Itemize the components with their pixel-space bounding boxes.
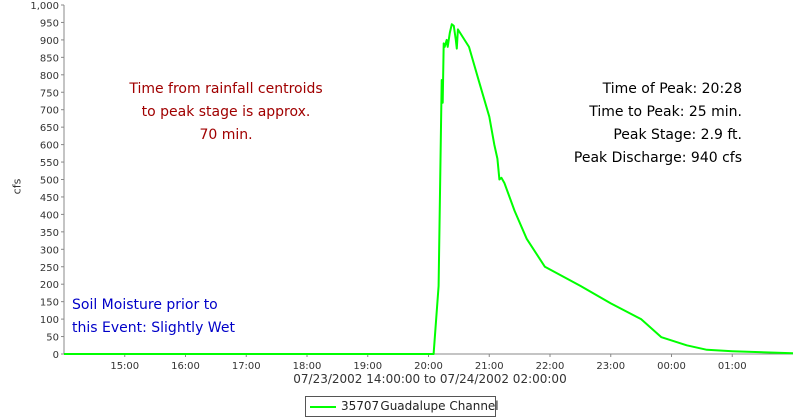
x-tick-label: 23:00 (596, 361, 625, 372)
series-layer (64, 23, 794, 355)
legend-series-id: 35707 (341, 399, 380, 413)
soil-annotation-line: this Event: Slightly Wet (72, 320, 235, 336)
y-axis-label: cfs (10, 178, 24, 195)
y-tick-label: 500 (40, 176, 59, 187)
y-tick-label: 300 (40, 245, 59, 256)
y-tick-label: 100 (40, 315, 59, 326)
y-tick-label: 850 (40, 53, 59, 64)
y-tick-label: 400 (40, 210, 59, 221)
peak-annotation: Time of Peak: 20:28 Time to Peak: 25 min… (574, 78, 742, 170)
y-tick-label: 450 (40, 193, 59, 204)
rainfall-annotation-line: Time from rainfall centroids (129, 81, 323, 97)
legend-swatch (310, 406, 336, 408)
rainfall-annotation: Time from rainfall centroids to peak sta… (96, 78, 356, 147)
y-tick-label: 950 (40, 18, 59, 29)
y-tick-label: 1,000 (30, 1, 59, 12)
y-tick-label: 600 (40, 141, 59, 152)
rainfall-annotation-line: to peak stage is approx. (141, 104, 311, 120)
x-tick-label: 20:00 (414, 361, 443, 372)
y-tick-label: 200 (40, 280, 59, 291)
y-tick-label: 550 (40, 158, 59, 169)
x-tick-label: 21:00 (475, 361, 504, 372)
soil-moisture-annotation: Soil Moisture prior to this Event: Sligh… (72, 294, 235, 340)
y-tick-label: 900 (40, 36, 59, 47)
y-tick-label: 50 (46, 333, 59, 344)
tick-layer: 0 50 100 150 200 250 300 350 400 450 500 550 600 650 7… (30, 1, 746, 372)
y-tick-label: 700 (40, 106, 59, 117)
peak-annotation-line: Time of Peak: 20:28 (602, 81, 742, 97)
x-tick-label: 01:00 (718, 361, 747, 372)
peak-annotation-line: Time to Peak: 25 min. (589, 104, 742, 120)
y-tick-label: 0 (53, 350, 59, 361)
y-tick-label: 150 (40, 298, 59, 309)
y-tick-label: 350 (40, 228, 59, 239)
soil-annotation-line: Soil Moisture prior to (72, 297, 218, 313)
x-tick-label: 15:00 (110, 361, 139, 372)
x-tick-label: 17:00 (232, 361, 261, 372)
y-tick-label: 650 (40, 123, 59, 134)
legend-series-name: Guadalupe Channel (380, 399, 499, 413)
legend-label: 35707 Guadalupe Channel (341, 399, 499, 413)
x-tick-label: 18:00 (293, 361, 322, 372)
x-tick-label: 19:00 (353, 361, 382, 372)
peak-annotation-line: Peak Discharge: 940 cfs (573, 150, 742, 166)
peak-annotation-line: Peak Stage: 2.9 ft. (613, 127, 742, 143)
axes-layer (63, 5, 793, 355)
y-tick-label: 800 (40, 71, 59, 82)
x-tick-label: 22:00 (536, 361, 565, 372)
x-tick-label: 00:00 (657, 361, 686, 372)
y-tick-label: 250 (40, 263, 59, 274)
series-line (64, 23, 794, 355)
x-axis-label: 07/23/2002 14:00:00 to 07/24/2002 02:00:… (293, 372, 567, 386)
x-tick-label: 16:00 (171, 361, 200, 372)
rainfall-annotation-line: 70 min. (199, 127, 253, 143)
legend: 35707 Guadalupe Channel (305, 396, 499, 417)
y-tick-label: 750 (40, 88, 59, 99)
plot-area (64, 5, 793, 354)
